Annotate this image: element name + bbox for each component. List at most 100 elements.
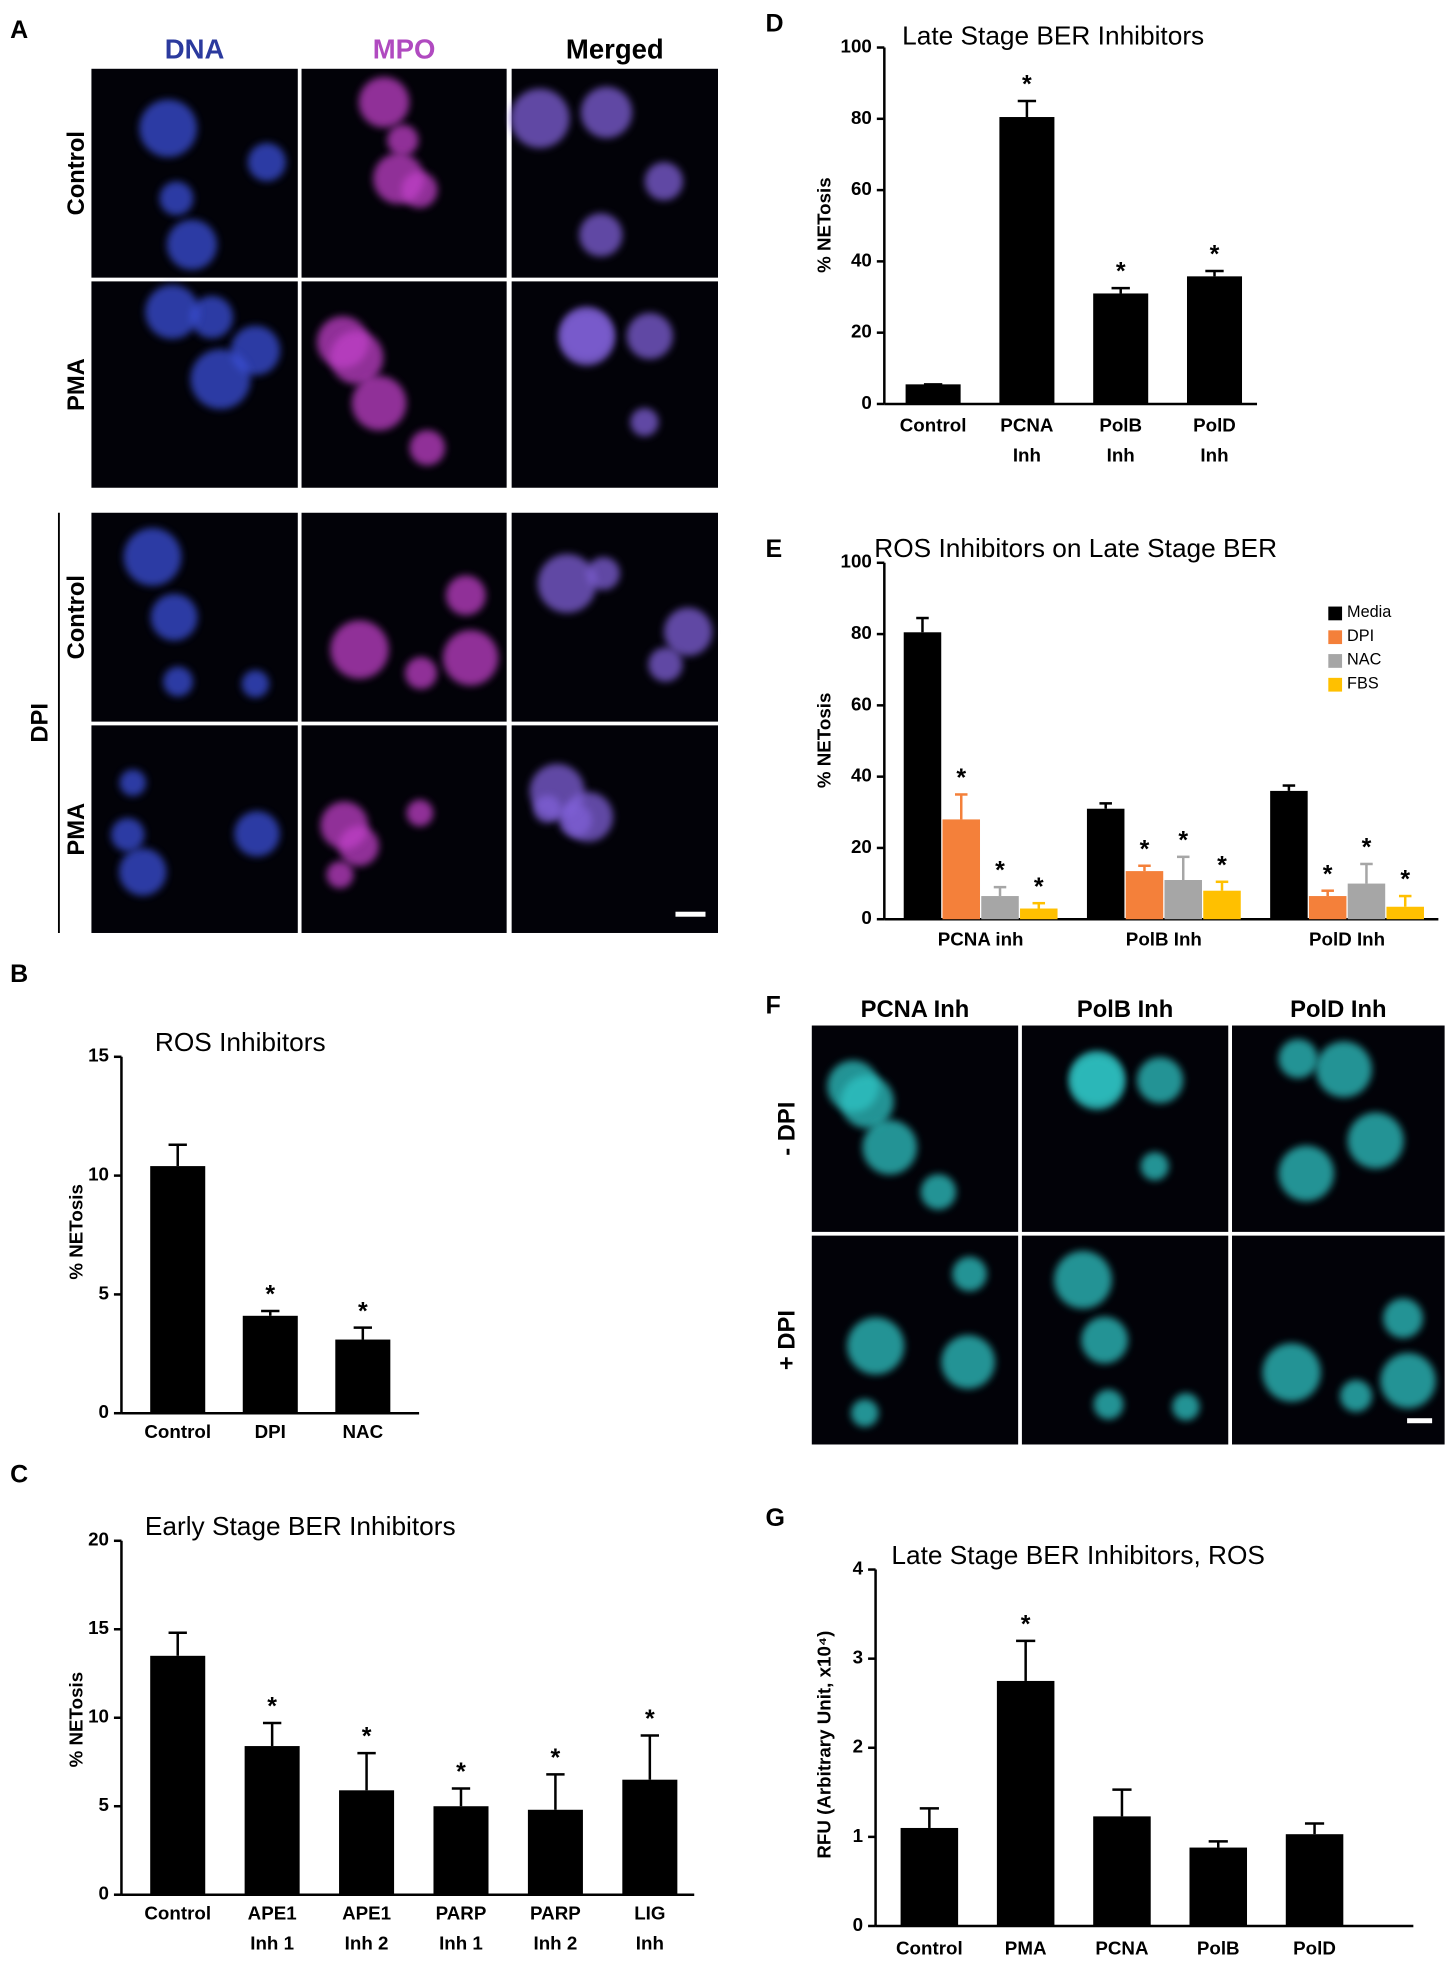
y-tick-label: 0 [861, 907, 871, 928]
cell [648, 647, 683, 682]
panel-label: G [766, 1504, 785, 1532]
bar [433, 1806, 489, 1895]
x-tick-label: DPI [254, 1421, 286, 1444]
y-tick-label: 100 [841, 35, 872, 56]
micrograph [301, 512, 507, 722]
x-tick-label: PolB Inh [1196, 1938, 1240, 1960]
micrograph [811, 1025, 1019, 1232]
bar [1308, 896, 1347, 920]
y-tick-label: 40 [851, 765, 872, 786]
cell [1054, 1250, 1112, 1309]
y-axis-label: % NETosis [66, 1672, 87, 1768]
chart-title: Early Stage BER Inhibitors [145, 1511, 456, 1541]
y-tick-label: 60 [851, 178, 872, 199]
scale-bar [675, 911, 706, 917]
x-tick-label-box: LIG Inh [634, 1903, 665, 1954]
bar [1125, 871, 1164, 920]
micrograph [1021, 1025, 1229, 1232]
cell [351, 375, 407, 431]
cell [862, 1120, 918, 1175]
bar [900, 1827, 959, 1926]
cell [1172, 1393, 1200, 1421]
group-label: DPI [27, 703, 54, 743]
bar [1386, 906, 1424, 920]
x-tick-label-box: PolD Inh [1193, 415, 1236, 467]
significance: * [995, 857, 1005, 885]
x-tick-label-box: PCNA Inh [1000, 415, 1053, 466]
legend-label: FBS [1347, 674, 1379, 692]
panel-label: E [766, 535, 783, 563]
bar [903, 632, 942, 920]
cell [190, 349, 251, 410]
cell [145, 284, 200, 339]
row-label: Control [63, 131, 90, 215]
bar [622, 1779, 678, 1895]
cell [326, 861, 354, 889]
cell [1347, 1112, 1404, 1169]
micrograph [811, 1235, 1019, 1445]
legend-label: NAC [1347, 651, 1382, 669]
bar [1093, 1816, 1151, 1926]
chart-title: Late Stage BER Inhibitors, ROS [891, 1540, 1265, 1570]
bar [1285, 1834, 1344, 1926]
y-tick-label: 10 [88, 1164, 109, 1185]
chart-title: Late Stage BER Inhibitors [902, 20, 1204, 50]
x-tick-label-box: PMA [1005, 1938, 1047, 1959]
y-tick-label: 4 [853, 1558, 864, 1579]
x-tick-label: PolD Inh [1193, 415, 1236, 467]
cell [1315, 1041, 1372, 1098]
y-tick-label: 80 [851, 107, 872, 128]
y-tick-label: 100 [841, 551, 872, 572]
significance: * [1178, 826, 1188, 854]
cell [580, 86, 633, 139]
x-tick-label-box: PolB Inh [1099, 415, 1143, 467]
y-tick-label: 0 [861, 392, 871, 413]
row-label: + DPI [773, 1310, 800, 1370]
bar [150, 1166, 206, 1414]
significance: * [456, 1758, 466, 1786]
micrograph [301, 281, 507, 488]
x-tick-label: APE1 Inh 1 [247, 1903, 297, 1955]
cell [537, 554, 597, 613]
cell [445, 575, 486, 616]
significance: * [1210, 241, 1220, 269]
x-tick-label: APE1 Inh 2 [342, 1903, 392, 1955]
micrograph [511, 281, 718, 488]
cell [111, 817, 145, 852]
x-tick-label-box: NAC [342, 1421, 384, 1444]
micrograph [511, 725, 718, 933]
legend-swatch [1328, 677, 1343, 692]
significance: * [645, 1705, 655, 1733]
cell [664, 607, 713, 656]
cell [442, 630, 499, 686]
column-header: MPO [373, 34, 436, 65]
significance: * [267, 1693, 277, 1721]
y-tick-label: 15 [88, 1045, 109, 1066]
x-tick-label-box: PolD Inh [1309, 929, 1385, 950]
x-tick-label: PolB Inh [1099, 415, 1143, 467]
x-tick-label: Control [895, 1938, 963, 1960]
cell [159, 181, 194, 216]
y-tick-label: 2 [853, 1736, 863, 1757]
x-tick-label: NAC [342, 1421, 384, 1444]
column-header: PolB Inh [1077, 996, 1173, 1023]
x-tick-label: Control [144, 1421, 212, 1444]
panel-label: C [10, 1460, 28, 1488]
x-tick-label: PARP Inh 1 [435, 1903, 487, 1955]
bar [1093, 293, 1149, 404]
row-label: Control [63, 575, 90, 659]
cell [373, 153, 425, 204]
cell [139, 99, 198, 158]
y-tick-label: 20 [88, 1529, 109, 1550]
cell [920, 1174, 957, 1210]
y-tick-label: 40 [851, 249, 872, 270]
bar [905, 384, 961, 404]
x-tick-label: Control [899, 415, 967, 437]
bar [1189, 1847, 1248, 1926]
bar [335, 1339, 391, 1414]
cell [626, 312, 673, 360]
cell [1136, 1057, 1184, 1104]
cell [190, 295, 234, 339]
cell [320, 801, 369, 850]
